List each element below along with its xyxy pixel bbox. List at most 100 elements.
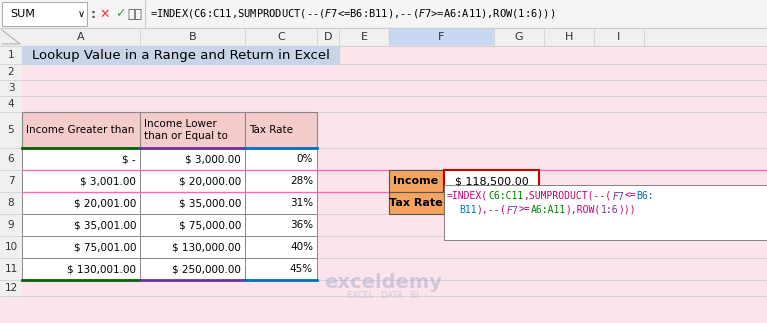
Text: 40%: 40% bbox=[290, 242, 313, 252]
Text: 1: 1 bbox=[8, 50, 15, 60]
Text: C: C bbox=[277, 32, 285, 42]
Bar bbox=[0, 28, 22, 46]
Bar bbox=[389, 28, 494, 46]
Bar bbox=[22, 28, 140, 46]
Bar bbox=[0, 96, 22, 112]
Bar bbox=[22, 64, 767, 80]
Text: 45%: 45% bbox=[290, 264, 313, 274]
Text: ✕: ✕ bbox=[100, 7, 110, 20]
Bar bbox=[140, 28, 245, 46]
Bar bbox=[245, 192, 317, 214]
Bar bbox=[245, 170, 317, 192]
Text: Income Lower
than or Equal to: Income Lower than or Equal to bbox=[144, 119, 228, 141]
Text: <=: <= bbox=[624, 191, 636, 201]
Bar bbox=[245, 258, 317, 280]
Text: ,SUMPRODUCT(--(: ,SUMPRODUCT(--( bbox=[523, 191, 611, 201]
Bar bbox=[0, 280, 22, 296]
Text: ))): ))) bbox=[619, 205, 637, 215]
Text: A: A bbox=[77, 32, 85, 42]
Bar bbox=[22, 236, 140, 258]
Text: 9: 9 bbox=[8, 220, 15, 230]
Bar bbox=[389, 170, 444, 192]
Bar bbox=[594, 28, 644, 46]
Bar bbox=[140, 112, 245, 148]
Text: $ 20,000.00: $ 20,000.00 bbox=[179, 176, 241, 186]
Text: Lookup Value in a Range and Return in Excel: Lookup Value in a Range and Return in Ex… bbox=[31, 48, 330, 61]
Text: =INDEX(: =INDEX( bbox=[447, 191, 488, 201]
Text: $F$7: $F$7 bbox=[506, 204, 518, 216]
Bar bbox=[22, 192, 140, 214]
Bar bbox=[245, 236, 317, 258]
Text: E: E bbox=[360, 32, 367, 42]
Bar bbox=[0, 64, 22, 80]
Text: F: F bbox=[438, 32, 445, 42]
Text: ),ROW(: ),ROW( bbox=[566, 205, 601, 215]
Text: $ 75,001.00: $ 75,001.00 bbox=[74, 242, 136, 252]
Text: $ 75,000.00: $ 75,000.00 bbox=[179, 220, 241, 230]
Bar bbox=[22, 46, 339, 64]
Text: $ 130,000.00: $ 130,000.00 bbox=[172, 242, 241, 252]
Text: B6:: B6: bbox=[636, 191, 653, 201]
Text: $ 3,001.00: $ 3,001.00 bbox=[80, 176, 136, 186]
Text: $ 130,001.00: $ 130,001.00 bbox=[67, 264, 136, 274]
Bar bbox=[140, 236, 245, 258]
Text: 3: 3 bbox=[8, 83, 15, 93]
Bar bbox=[0, 0, 767, 28]
Bar bbox=[22, 214, 767, 236]
Bar bbox=[0, 46, 22, 64]
Text: ),--: ),-- bbox=[476, 205, 500, 215]
Bar bbox=[245, 28, 317, 46]
Text: exceldemy: exceldemy bbox=[324, 274, 442, 293]
Bar bbox=[22, 148, 140, 170]
Bar bbox=[0, 28, 767, 46]
Text: A6:A11: A6:A11 bbox=[531, 205, 566, 215]
Text: H: H bbox=[565, 32, 573, 42]
Text: $ 20,001.00: $ 20,001.00 bbox=[74, 198, 136, 208]
Text: 1:6: 1:6 bbox=[601, 205, 619, 215]
Bar bbox=[22, 148, 767, 170]
Bar bbox=[22, 170, 767, 192]
Text: SUM: SUM bbox=[10, 9, 35, 19]
Text: Income: Income bbox=[393, 176, 439, 186]
Bar bbox=[22, 258, 140, 280]
Bar bbox=[245, 112, 317, 148]
Bar bbox=[339, 28, 389, 46]
Bar bbox=[0, 148, 22, 170]
Text: 8: 8 bbox=[8, 198, 15, 208]
Bar bbox=[22, 236, 767, 258]
Text: $ 3,000.00: $ 3,000.00 bbox=[186, 154, 241, 164]
Bar bbox=[22, 258, 767, 280]
Text: Tax Rate: Tax Rate bbox=[249, 125, 293, 135]
Bar bbox=[140, 148, 245, 170]
Text: 6: 6 bbox=[8, 154, 15, 164]
Bar bbox=[22, 80, 767, 96]
Text: 7: 7 bbox=[8, 176, 15, 186]
Bar bbox=[245, 214, 317, 236]
Text: (: ( bbox=[500, 205, 506, 215]
Text: C6:C11: C6:C11 bbox=[488, 191, 523, 201]
Bar bbox=[140, 258, 245, 280]
Text: ∨: ∨ bbox=[78, 9, 85, 19]
Bar bbox=[22, 170, 140, 192]
Text: 11: 11 bbox=[5, 264, 18, 274]
Text: 12: 12 bbox=[5, 283, 18, 293]
Text: =INDEX(C6:C11,SUMPRODUCT(--($F$7<=B6:B11),--($F$7>=A6:A11),ROW(1:6))): =INDEX(C6:C11,SUMPRODUCT(--($F$7<=B6:B11… bbox=[150, 7, 555, 20]
Text: 4: 4 bbox=[8, 99, 15, 109]
Text: Tax Rate: Tax Rate bbox=[389, 198, 443, 208]
Bar bbox=[0, 192, 22, 214]
Text: :: : bbox=[91, 7, 96, 20]
Bar bbox=[245, 148, 317, 170]
Text: $ 35,001.00: $ 35,001.00 bbox=[74, 220, 136, 230]
Bar bbox=[494, 28, 544, 46]
Text: G: G bbox=[515, 32, 523, 42]
Bar bbox=[0, 214, 22, 236]
Text: B: B bbox=[189, 32, 196, 42]
Bar bbox=[22, 46, 767, 64]
Text: I: I bbox=[617, 32, 621, 42]
Text: $ 118,500.00: $ 118,500.00 bbox=[455, 176, 528, 186]
Bar bbox=[22, 192, 767, 214]
Bar bbox=[389, 192, 444, 214]
Bar bbox=[140, 170, 245, 192]
Text: 36%: 36% bbox=[290, 220, 313, 230]
Text: Income Greater than: Income Greater than bbox=[26, 125, 134, 135]
